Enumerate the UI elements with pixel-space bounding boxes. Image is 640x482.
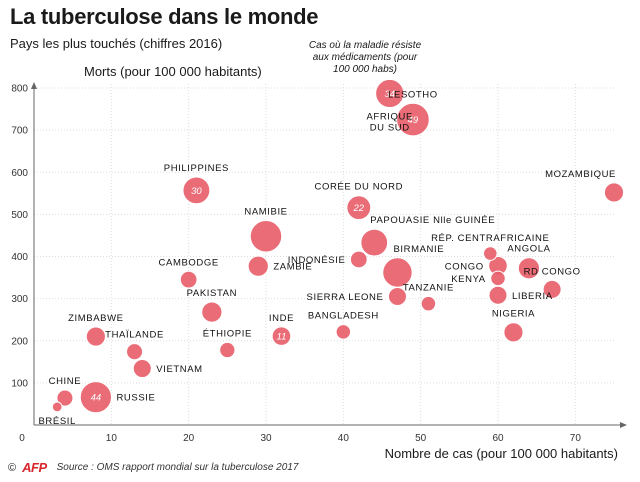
source-note: Source : OMS rapport mondial sur la tube… — [56, 462, 299, 473]
bubble-value-label: 49 — [408, 115, 419, 126]
country-label: PAKISTAN — [187, 288, 237, 299]
bubble-point — [182, 176, 211, 205]
bubble-point — [387, 287, 407, 307]
country-label: MOZAMBIQUE — [545, 169, 616, 180]
y-tick-label: 600 — [11, 168, 28, 179]
bubble-value-label: 30 — [191, 186, 202, 197]
country-label: RÉP. CENTRAFRICAINE — [431, 233, 549, 244]
bubble-point — [503, 322, 524, 343]
bubble-point — [247, 255, 269, 277]
bubble-point — [488, 285, 508, 305]
y-tick-label: 800 — [11, 84, 28, 95]
y-tick-label: 100 — [11, 378, 28, 389]
y-axis-label: Morts (pour 100 000 habitants) — [84, 64, 262, 79]
country-label: CAMBODGE — [159, 257, 219, 268]
country-label: LIBERIA — [512, 291, 553, 302]
country-label: THAÏLANDE — [105, 330, 164, 341]
bubble-point — [375, 78, 405, 109]
x-axis-label: Nombre de cas (pour 100 000 habitants) — [384, 446, 618, 461]
country-label: NAMIBIE — [244, 207, 287, 218]
footer: © AFP Source : OMS rapport mondial sur l… — [8, 460, 298, 475]
x-tick-label: 0 — [19, 433, 25, 444]
bubble-point — [56, 389, 74, 407]
bubble-point — [603, 182, 625, 203]
bubble-value-label: 34 — [384, 89, 395, 100]
bubble-value-label: 22 — [353, 203, 365, 214]
country-label: BRÉSIL — [38, 416, 75, 427]
country-label: BIRMANIE — [393, 244, 444, 255]
bubble-point — [420, 295, 437, 312]
bubble-point — [132, 359, 152, 379]
country-label: RD CONGO — [524, 266, 581, 277]
y-tick-label: 300 — [11, 294, 28, 305]
y-tick-label: 400 — [11, 252, 28, 263]
x-tick-label: 60 — [492, 433, 504, 444]
x-tick-label: 50 — [415, 433, 427, 444]
bubble-point — [79, 381, 112, 414]
bubble-value-label: 44 — [91, 393, 102, 404]
bubble-point — [346, 195, 372, 221]
bubble-point — [396, 102, 430, 137]
y-axis-arrow-icon — [31, 82, 37, 89]
bubble-point — [490, 270, 506, 287]
y-tick-label: 200 — [11, 336, 28, 347]
bubble-value-label: 11 — [277, 332, 287, 343]
bubble-size-legend-note: Cas où la maladie résiste aux médicament… — [308, 40, 422, 75]
country-label: PHILIPPINES — [164, 163, 229, 174]
x-tick-label: 70 — [570, 433, 582, 444]
bubble-point — [219, 341, 236, 359]
country-label: RUSSIE — [116, 393, 155, 404]
bubble-point — [51, 401, 63, 413]
country-label: INDONÉSIE — [288, 255, 346, 266]
copyright-symbol: © — [8, 461, 17, 474]
bubble-point — [201, 301, 223, 323]
country-label: TANZANIE — [403, 282, 454, 293]
country-label: NIGERIA — [492, 309, 535, 320]
country-label: PAPOUASIE Nlle GUINÉE — [370, 215, 495, 226]
country-label: CORÉE DU NORD — [315, 182, 404, 193]
country-label: INDE — [269, 313, 294, 324]
country-label: ZIMBABWE — [68, 313, 123, 324]
bubble-point — [482, 246, 498, 261]
country-label: LESOTHO — [388, 89, 438, 100]
y-tick-label: 500 — [11, 210, 28, 221]
bubble-point — [360, 228, 389, 257]
bubble-point — [126, 343, 144, 361]
bubble-point — [179, 270, 198, 289]
country-label: ANGOLA — [507, 244, 550, 255]
bubble-point — [542, 279, 562, 299]
country-label: VIETNAM — [156, 364, 202, 375]
bubble-point — [271, 326, 292, 346]
axes: 100 200 300 400 500 600 700 800 0 10 20 30 40 50 60 70 — [11, 82, 627, 444]
country-label: SIERRA LEONE — [307, 292, 384, 303]
country-label: CHINE — [49, 376, 82, 387]
country-label: KENYA — [451, 274, 486, 285]
x-tick-label: 40 — [338, 433, 350, 444]
country-label: BANGLADESH — [308, 311, 379, 322]
country-label: ÉTHIOPIE — [203, 328, 252, 339]
bubble-point — [249, 220, 283, 253]
subtitle: Pays les plus touchés (chiffres 2016) — [10, 36, 223, 51]
x-axis-arrow-icon — [620, 422, 627, 428]
x-tick-label: 20 — [183, 433, 195, 444]
x-tick-label: 10 — [106, 433, 118, 444]
afp-logo: AFP — [22, 460, 47, 475]
country-label: CONGO — [445, 261, 484, 272]
bubble-point — [349, 250, 368, 269]
country-label: ZAMBIE — [273, 262, 312, 273]
bubble-point — [85, 326, 106, 347]
bubble-point — [335, 324, 352, 340]
country-label: AFRIQUE — [367, 112, 413, 123]
bubbles: 49 44 34 30 22 11 — [51, 78, 625, 414]
bubble-point — [517, 257, 541, 280]
country-label: DU SUD — [370, 123, 410, 134]
y-tick-label: 700 — [11, 126, 28, 137]
page-title: La tuberculose dans le monde — [10, 4, 319, 29]
x-tick-label: 30 — [260, 433, 272, 444]
